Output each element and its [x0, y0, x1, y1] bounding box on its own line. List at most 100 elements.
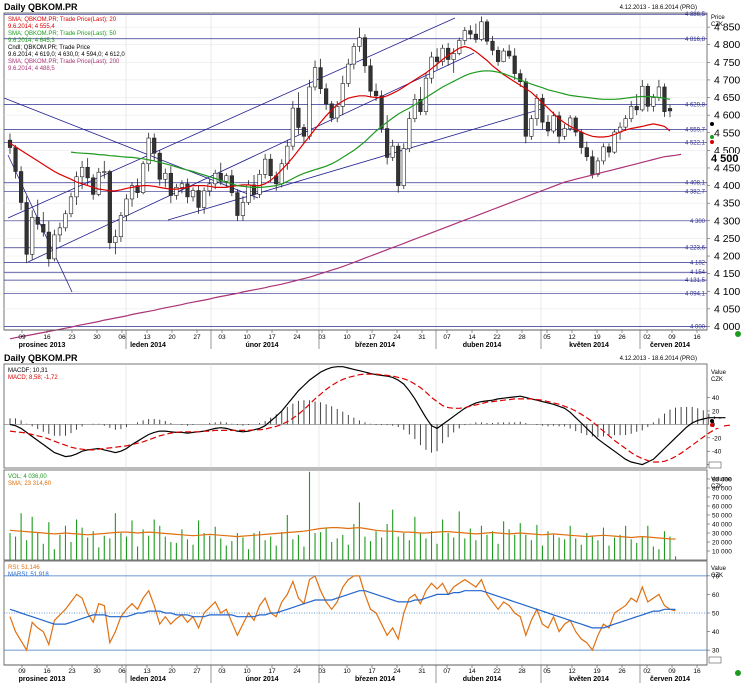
candle-body [185, 183, 190, 198]
rsi-y-tick-label: 60 [712, 592, 720, 599]
level-line-label: 4 223,6 [685, 246, 706, 252]
candle-body [518, 73, 523, 82]
status-dot-1[interactable] [735, 331, 741, 337]
macd-marker [710, 423, 714, 427]
candle [46, 220, 51, 267]
level-line-label: 4 522,1 [685, 141, 706, 147]
candle [368, 58, 373, 98]
level-line-label: 4 154 [690, 270, 706, 276]
candle [612, 129, 617, 154]
rsi-panel-toggle[interactable] [708, 656, 722, 664]
x-tick-label: 22 [493, 668, 501, 675]
volume-axis-unit: CZK [711, 484, 723, 490]
candle [224, 173, 229, 188]
legend-sma20: SMA; QBKOM.PR; Trade Price(Last); 20 [8, 17, 117, 23]
x-tick-label: 17 [368, 668, 376, 675]
volume-y-tick-label: 50 000 [712, 513, 732, 520]
price-y-tick-label: 4 700 [714, 74, 740, 86]
date-range: 4.12.2013 - 18.6.2014 (PRG) [620, 5, 697, 11]
candle-body [579, 131, 584, 148]
sma20-line [9, 45, 671, 192]
month-label: únor 2014 [245, 676, 278, 683]
x-tick-label: 10 [243, 334, 251, 341]
candle [662, 83, 667, 117]
candle-body [146, 137, 151, 165]
candle [307, 79, 312, 140]
candle-body [545, 121, 551, 132]
moving-averages [9, 45, 682, 340]
price-legend: SMA; QBKOM.PR; Trade Price(Last); 20 9.6… [8, 17, 125, 72]
candle-body [340, 83, 345, 107]
candle [235, 189, 240, 221]
candle [568, 115, 573, 131]
candle-body [263, 158, 268, 175]
x-tick-label: 05 [543, 334, 551, 341]
candle [312, 60, 318, 91]
macd-panel-toggle[interactable] [708, 461, 722, 469]
candle-body [190, 190, 196, 198]
candle-body [568, 117, 573, 129]
candle [396, 143, 401, 193]
candle [301, 123, 307, 144]
candle-body [434, 56, 440, 62]
status-dot-2[interactable] [735, 670, 741, 676]
x-tick-label: 28 [518, 668, 526, 675]
candle [35, 199, 40, 230]
candle-body [74, 176, 79, 198]
x-tick-label: 02 [643, 334, 651, 341]
candle [501, 48, 506, 63]
candle-body [590, 156, 595, 175]
candle-body [440, 47, 445, 62]
candle-body [13, 147, 18, 172]
candle-body [174, 187, 179, 196]
candle [473, 23, 478, 43]
candle-body [96, 171, 101, 195]
x-tick-label: 02 [643, 668, 651, 675]
x-tick-label: 06 [118, 668, 126, 675]
volume-sma [9, 526, 676, 540]
candle [385, 115, 390, 165]
legend-sma200: SMA; QBKOM.PR; Trade Price(Last); 200 [8, 59, 120, 65]
candle [318, 58, 323, 95]
x-tick-label: 26 [618, 334, 626, 341]
candle-body [285, 145, 290, 165]
candle-body [163, 172, 168, 180]
x-tick-label: 03 [318, 668, 326, 675]
volume-y-tick-label: 10 000 [712, 549, 732, 556]
candle-body [157, 152, 162, 180]
candle-body [379, 95, 384, 129]
macd-signal-line [9, 373, 732, 463]
candle-body [473, 33, 478, 40]
macd-panel [3, 363, 708, 469]
price-y-tick-label: 4 200 [714, 251, 740, 263]
rsi-y-tick-label: 50 [712, 611, 720, 618]
legend-candle: Cndl; QBKOM.PR; Trade Price [8, 45, 91, 51]
x-tick-label: 03 [218, 334, 226, 341]
x-tick-label: 19 [593, 668, 601, 675]
macd-date-range: 4.12.2013 - 18.6.2014 (PRG) [620, 356, 697, 362]
candle [74, 171, 79, 205]
candle [490, 35, 495, 56]
legend-sma200-value: 9.6.2014; 4 488,5 [8, 66, 55, 72]
candle [146, 132, 151, 172]
price-y-tick-label: 4 650 [714, 92, 740, 104]
candle [484, 19, 490, 45]
candle-body [312, 67, 318, 88]
level-line-label: 4 559,7 [685, 127, 706, 133]
price-axis-unit: CZK [711, 22, 723, 28]
candle-body [490, 40, 495, 51]
candle [346, 58, 351, 87]
candle-body [385, 128, 390, 158]
candle [19, 166, 24, 211]
candle-body [235, 192, 240, 216]
candle [185, 178, 190, 204]
macd-y-tick-label: -20 [712, 435, 722, 442]
x-tick-label: 12 [568, 334, 576, 341]
candle [540, 94, 545, 130]
candle [362, 34, 368, 73]
candle-body [118, 215, 124, 237]
rsi-y-tick-label: 30 [712, 648, 720, 655]
price-y-tick-label: 4 150 [714, 268, 740, 280]
legend-sma20-value: 9.6.2014; 4 555,4 [8, 24, 55, 30]
